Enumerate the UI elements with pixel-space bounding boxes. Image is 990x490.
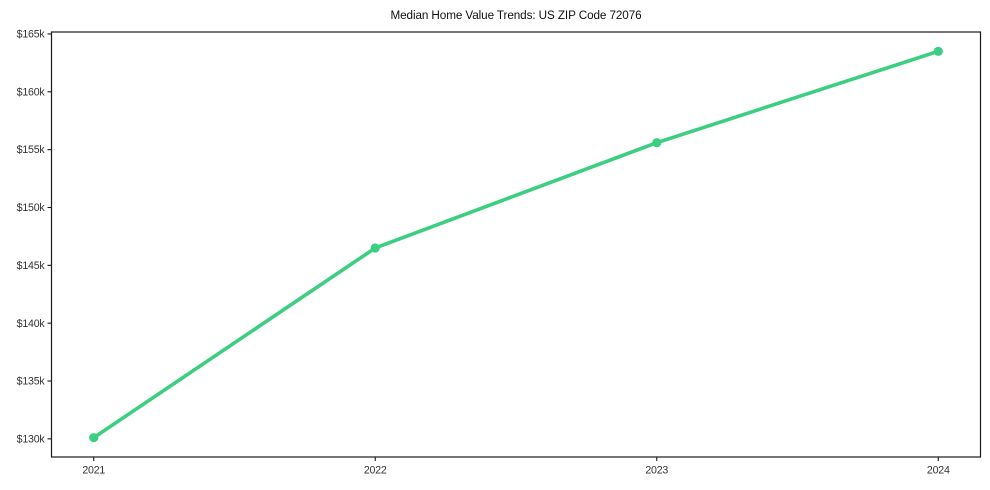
chart-title: Median Home Value Trends: US ZIP Code 72… — [390, 8, 642, 22]
y-tick-label: $140k — [17, 318, 46, 330]
x-tick-label: 2022 — [364, 465, 387, 477]
x-tick-label: 2021 — [82, 465, 105, 477]
y-tick-label: $165k — [17, 29, 46, 41]
y-tick-label: $160k — [17, 86, 46, 98]
data-point-2021 — [89, 433, 99, 443]
y-tick-label: $130k — [17, 433, 46, 445]
x-tick-label: 2023 — [645, 465, 668, 477]
x-tick-label: 2024 — [927, 465, 950, 477]
plot-frame — [50, 31, 982, 458]
y-tick-label: $135k — [17, 376, 46, 388]
data-point-2023 — [652, 138, 662, 148]
trend-line — [91, 49, 941, 440]
data-point-2024 — [933, 46, 943, 56]
data-point-2022 — [370, 243, 380, 253]
y-tick-label: $155k — [17, 144, 46, 156]
y-tick-label: $150k — [17, 202, 46, 214]
y-tick-label: $145k — [17, 260, 46, 272]
